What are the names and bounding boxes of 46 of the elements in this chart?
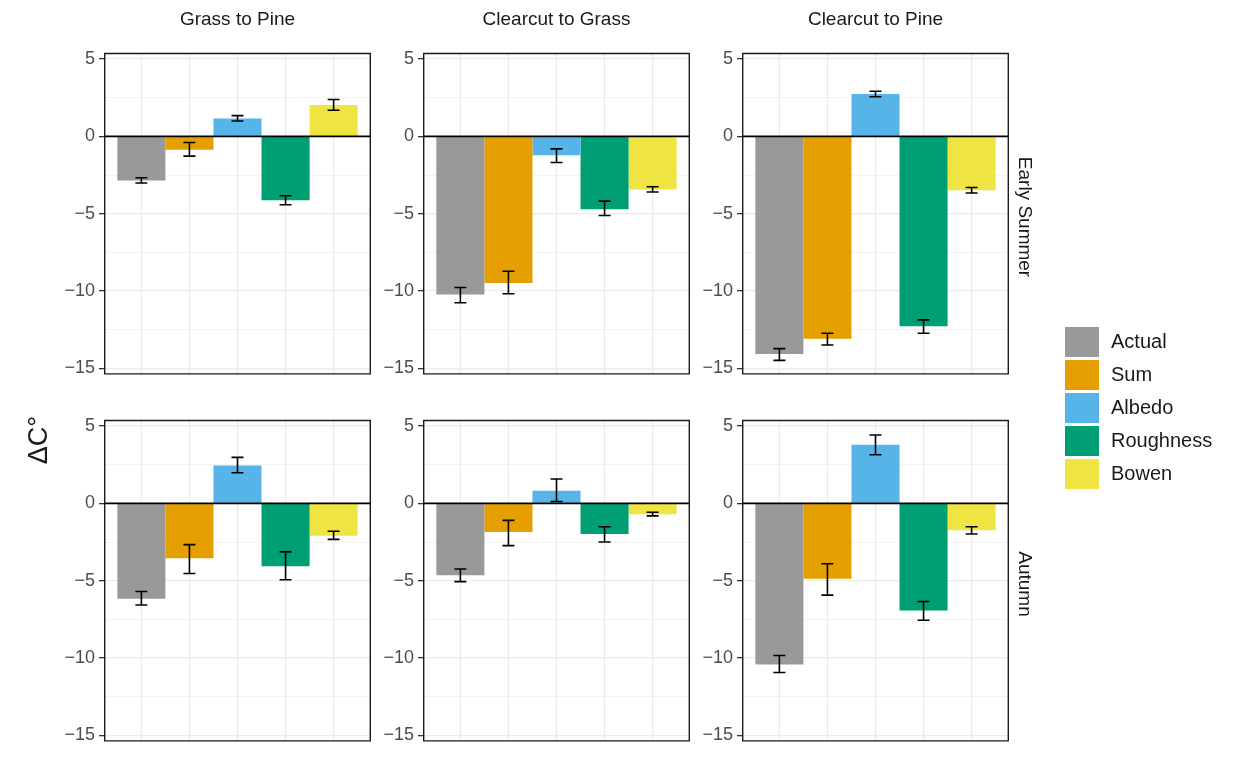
y-tick-label: 0 [84, 125, 95, 146]
y-tick-label: −10 [702, 280, 733, 301]
bar [261, 136, 310, 201]
y-tick-label: −15 [64, 724, 95, 745]
legend-label: Bowen [1111, 462, 1173, 485]
y-tick-label: −5 [712, 569, 733, 590]
y-tick-label: −10 [702, 647, 733, 668]
chart-title: Clearcut to Grass [481, 8, 632, 30]
y-tick-label: 5 [722, 47, 733, 68]
y-tick-label: −10 [383, 647, 414, 668]
y-tick-label: −5 [712, 202, 733, 223]
y-tick-label: 5 [84, 47, 95, 68]
legend-label: Albedo [1111, 396, 1174, 419]
legend-label: Roughness [1111, 429, 1213, 452]
chart-title: Clearcut to Pine [806, 8, 945, 30]
y-tick-label: −10 [64, 280, 95, 301]
y-tick-label: −15 [383, 357, 414, 378]
y-tick-label: 0 [84, 492, 95, 513]
y-tick-label: −10 [64, 647, 95, 668]
y2-axis-title: Early Summer [1014, 156, 1036, 277]
y-axis-title: ΔC° [22, 415, 54, 465]
chart-title: Grass to Pine [178, 8, 297, 30]
y-tick-label: 5 [722, 414, 733, 435]
y-tick-label: −15 [383, 724, 414, 745]
y-tick-label: 0 [722, 125, 733, 146]
legend-label: Sum [1111, 363, 1153, 386]
y-tick-label: −10 [383, 280, 414, 301]
bar [165, 136, 214, 150]
y-tick-label: −15 [702, 724, 733, 745]
y-tick-label: 0 [403, 492, 414, 513]
y-tick-label: −15 [64, 357, 95, 378]
y-tick-label: −5 [74, 202, 95, 223]
bar [309, 104, 358, 136]
bar [213, 118, 262, 136]
y2-axis-title: Autumn [1014, 550, 1036, 617]
y-tick-label: 0 [722, 492, 733, 513]
y-tick-label: −5 [393, 569, 414, 590]
bar [117, 136, 166, 181]
y-tick-label: 5 [403, 47, 414, 68]
y-tick-label: −15 [702, 357, 733, 378]
y-tick-label: −5 [393, 202, 414, 223]
y-tick-label: −5 [74, 569, 95, 590]
y-tick-label: 5 [403, 414, 414, 435]
legend-label: Actual [1111, 330, 1167, 353]
y-tick-label: 0 [403, 125, 414, 146]
y-tick-label: 5 [84, 414, 95, 435]
